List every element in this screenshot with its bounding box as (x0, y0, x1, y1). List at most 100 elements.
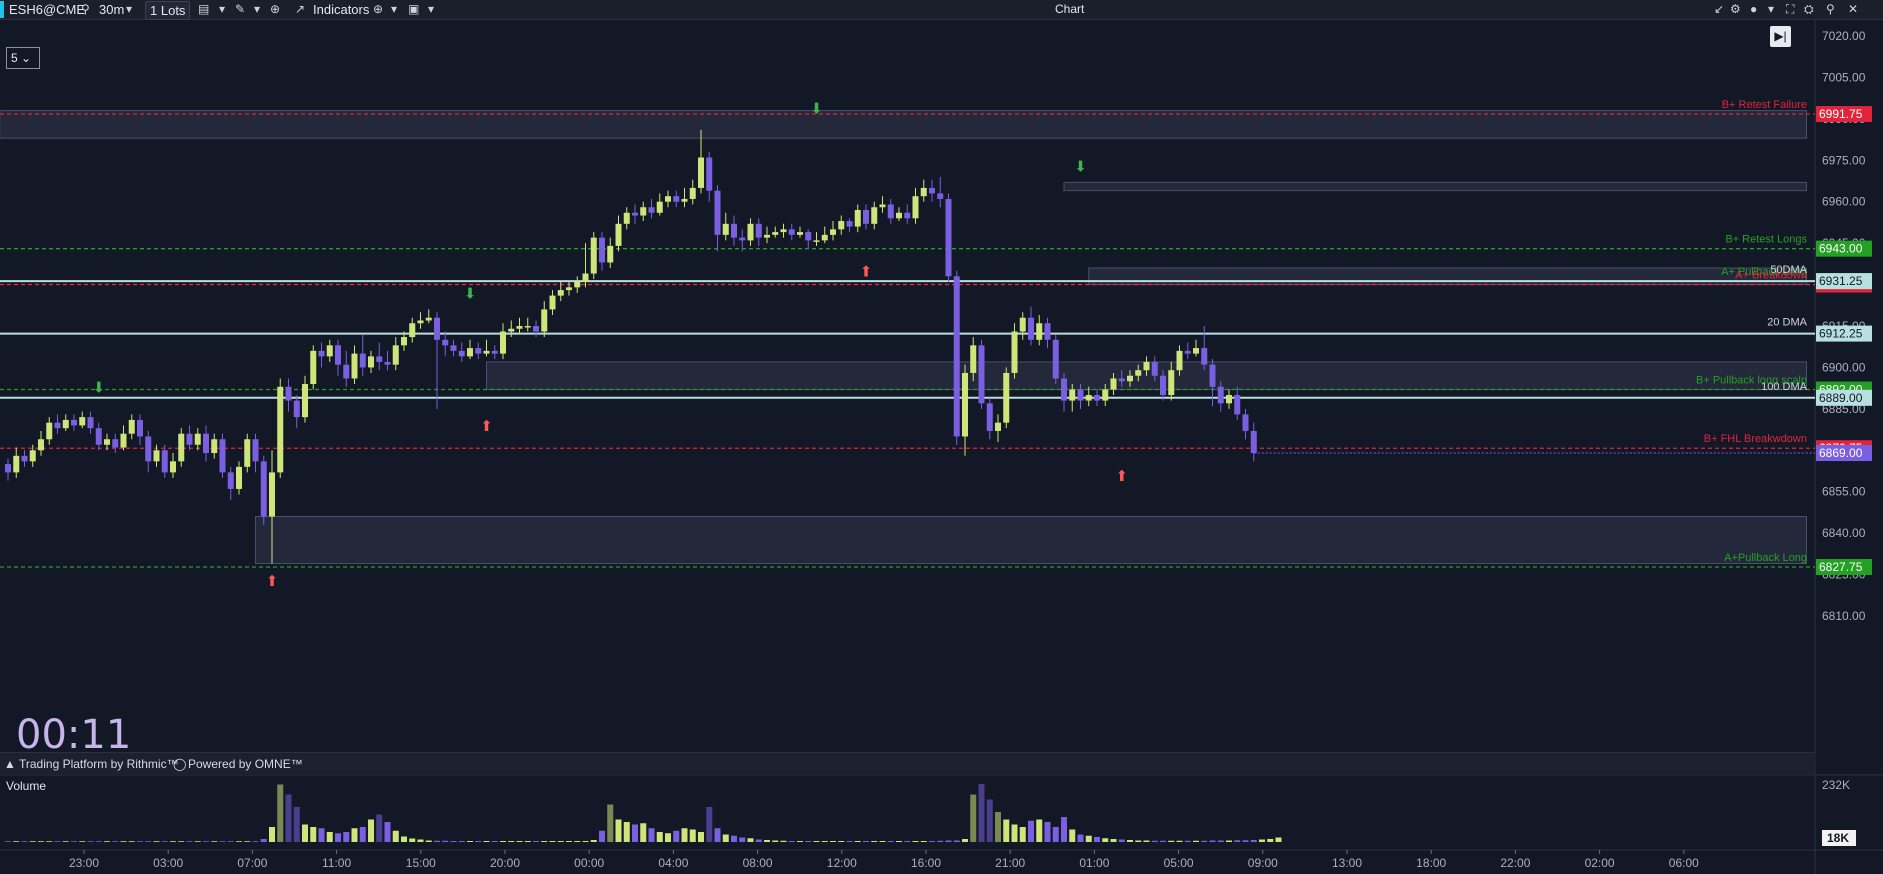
candle-body (401, 337, 407, 346)
close-icon[interactable]: ✕ (1848, 2, 1859, 16)
volume-bar (112, 841, 119, 842)
interval-select[interactable]: 5 ⌄ (6, 47, 40, 69)
candle-body (467, 348, 473, 357)
volume-bar (326, 832, 333, 842)
candle-body (962, 372, 968, 437)
volume-bar (689, 829, 696, 842)
volume-bar (557, 841, 564, 842)
buy-signal-arrow: ⬆ (480, 418, 493, 435)
volume-bar (764, 840, 770, 842)
volume-bar (145, 841, 152, 842)
candle-body (722, 223, 729, 235)
volume-bar (458, 841, 465, 842)
volume-bar (71, 841, 77, 842)
candle-body (1201, 348, 1208, 365)
volume-bar (219, 841, 226, 842)
scroll-to-end-button[interactable]: ▶| (1770, 26, 1791, 47)
volume-bar (260, 839, 267, 842)
timeframe-select[interactable]: 30m (99, 2, 125, 17)
candle-body (1011, 331, 1018, 373)
expand-icon[interactable]: ▲ (4, 757, 16, 771)
zoom-icon[interactable]: ⊕ (270, 2, 281, 16)
volume-bar (343, 832, 350, 842)
toolbar: ESH6@CME ⚲ 30m ▾ 1 Lots ▤ ▾ ✎ ▾ ⊕ ↗ Indi… (0, 0, 1883, 20)
price-level-label: B+ FHL Breakwdown (1704, 433, 1807, 445)
chevron-down-icon[interactable]: ▾ (391, 2, 398, 16)
chevron-down-icon[interactable]: ▾ (1768, 2, 1775, 16)
candle-body (79, 417, 86, 426)
volume-bar (524, 841, 531, 842)
chat-icon[interactable]: ▤ (198, 2, 210, 16)
price-level-badge-text: 6930.00 (1819, 278, 1863, 292)
indicators-icon[interactable]: ↗ (295, 2, 306, 16)
volume-bar (401, 836, 407, 842)
price-level-badge-text: 6827.75 (1819, 560, 1863, 574)
template-icon[interactable]: ⊕ (373, 2, 384, 16)
volume-bar (128, 841, 135, 842)
volume-bar (425, 840, 432, 842)
volume-bar (1275, 837, 1282, 842)
volume-bar (310, 827, 317, 842)
price-level-label: A+ Breakdown (1735, 270, 1807, 282)
time-tick-label: 02:00 (1585, 856, 1615, 870)
candle-body (632, 212, 638, 216)
volume-bar (698, 832, 704, 842)
pin-icon[interactable]: ⚲ (1826, 2, 1835, 16)
volume-bar (368, 819, 374, 842)
candle-body (1143, 361, 1150, 371)
candle-body (219, 439, 226, 473)
volume-bar (203, 841, 209, 842)
collapse-icon[interactable]: ↙ (1714, 2, 1725, 16)
settings-icon[interactable]: ⚙ (1730, 2, 1741, 16)
candle-body (112, 439, 119, 448)
volume-bar (920, 841, 927, 842)
volume-bar (590, 840, 597, 842)
volume-bar (351, 828, 358, 842)
volume-bar (384, 822, 391, 842)
volume-bar (442, 840, 449, 842)
volume-current-badge (1822, 830, 1856, 846)
chevron-down-icon[interactable]: ▾ (254, 2, 261, 16)
volume-bar (714, 828, 721, 842)
volume-bar (475, 841, 482, 842)
camera-icon[interactable]: ● (1750, 2, 1758, 16)
indicators-button[interactable]: Indicators (313, 2, 370, 17)
volume-bar (252, 841, 259, 842)
pencil-icon[interactable]: ✎ (235, 2, 246, 16)
volume-bar (1061, 817, 1067, 842)
price-level-badge-text: 6931.25 (1819, 274, 1863, 288)
volume-bar (392, 830, 399, 842)
volume-bar (962, 839, 968, 842)
volume-bar (1085, 835, 1092, 842)
symbol-label[interactable]: ESH6@CME (9, 2, 86, 17)
lots-selector[interactable]: 1 Lots (145, 1, 191, 20)
candle-body (302, 384, 308, 418)
gear-icon[interactable]: ⛭ (1804, 2, 1814, 16)
volume-bar (731, 835, 737, 842)
volume-bar (945, 840, 952, 842)
time-tick-label: 11:00 (322, 856, 351, 870)
volume-bar (648, 828, 655, 842)
last-price-badge-text: 6869.00 (1819, 446, 1863, 460)
volume-bar (722, 834, 729, 842)
volume-bar (79, 841, 86, 842)
candle-body (838, 221, 845, 230)
volume-bar (582, 841, 589, 842)
chevron-down-icon[interactable]: ▾ (126, 2, 133, 16)
volume-bar (21, 841, 28, 842)
candle-body (574, 281, 581, 288)
candle-body (846, 221, 853, 227)
fullscreen-icon[interactable]: ⛶ (1786, 2, 1795, 16)
candle-body (21, 455, 28, 462)
candle-body (1052, 339, 1059, 379)
window-icon[interactable]: ▣ (408, 2, 420, 16)
candle-body (1118, 378, 1125, 382)
time-tick-label: 07:00 (237, 856, 267, 870)
volume-bar (937, 840, 944, 842)
candle-body (1044, 323, 1051, 340)
price-axis (1815, 20, 1883, 874)
search-icon[interactable]: ⚲ (81, 2, 90, 16)
chevron-down-icon[interactable]: ▾ (428, 2, 435, 16)
chevron-down-icon[interactable]: ▾ (219, 2, 226, 16)
